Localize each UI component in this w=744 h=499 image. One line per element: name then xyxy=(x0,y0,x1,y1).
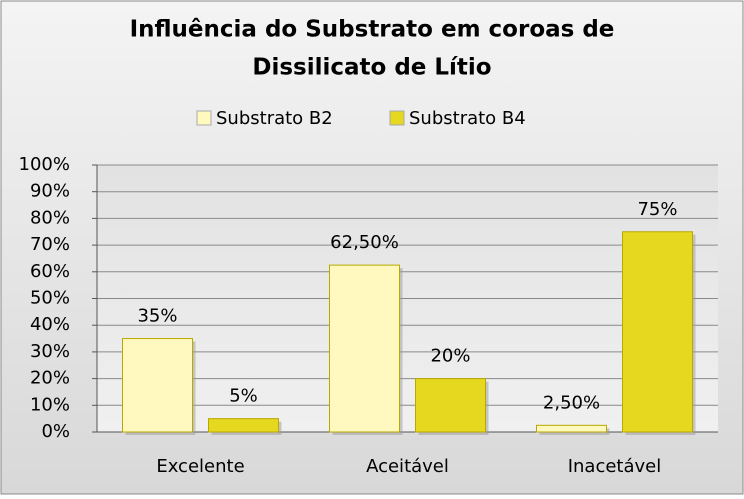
legend-label: Substrato B2 xyxy=(216,108,333,129)
data-label: 5% xyxy=(229,386,258,407)
y-tick-label: 50% xyxy=(30,288,70,309)
y-tick-label: 10% xyxy=(30,394,70,415)
data-label: 75% xyxy=(637,199,677,220)
data-label: 35% xyxy=(137,306,177,327)
y-tick-label: 90% xyxy=(30,181,70,202)
data-label: 62,50% xyxy=(330,232,399,253)
chart-title: Dissilicato de Lítio xyxy=(252,55,491,81)
chart-title: Influência do Substrato em coroas de xyxy=(130,17,615,43)
bar xyxy=(536,424,607,433)
y-tick-label: 60% xyxy=(30,261,70,282)
y-tick-label: 100% xyxy=(19,154,70,175)
y-tick-label: 40% xyxy=(30,314,70,335)
x-tick-label: Inacetável xyxy=(568,456,662,477)
y-tick-label: 80% xyxy=(30,207,70,228)
bar xyxy=(415,378,486,433)
data-label: 2,50% xyxy=(543,392,600,413)
bar xyxy=(208,418,279,433)
y-tick-label: 70% xyxy=(30,234,70,255)
bar xyxy=(122,338,193,433)
y-tick-label: 20% xyxy=(30,368,70,389)
x-tick-label: Aceitável xyxy=(366,456,449,477)
x-tick-label: Excelente xyxy=(156,456,244,477)
bar xyxy=(329,264,400,433)
data-label: 20% xyxy=(430,346,470,367)
bar xyxy=(622,231,693,433)
y-tick-label: 30% xyxy=(30,341,70,362)
y-tick-label: 0% xyxy=(41,421,70,442)
legend-swatch xyxy=(389,110,405,126)
legend-swatch xyxy=(196,110,212,126)
legend-label: Substrato B4 xyxy=(409,108,526,129)
